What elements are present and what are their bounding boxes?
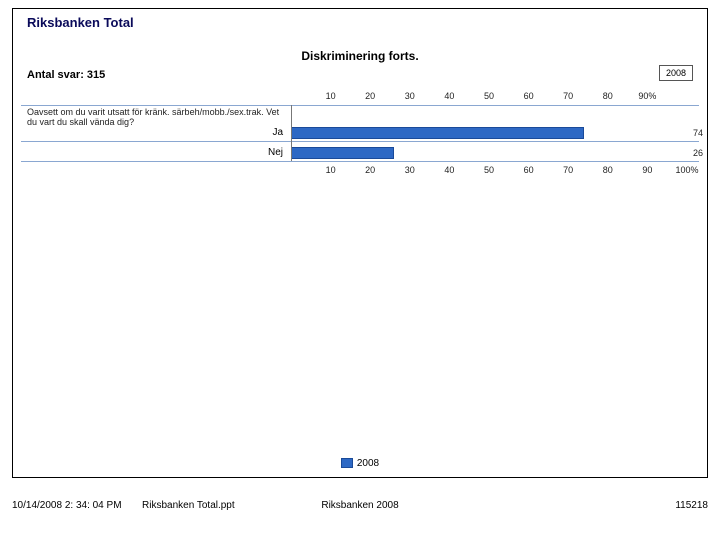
- bar-track-nej: [291, 147, 687, 159]
- axis-tick: 80: [603, 165, 613, 175]
- axis-tick: 10: [326, 91, 336, 101]
- axis-tick: 40: [444, 165, 454, 175]
- axis-tick: 20: [365, 91, 375, 101]
- axis-tick: 100%: [675, 165, 698, 175]
- axis-tick: 40: [444, 91, 454, 101]
- footer-page: 115218: [675, 500, 708, 511]
- legend-swatch: [341, 458, 353, 468]
- category-label-nej: Nej: [21, 147, 283, 158]
- axis-bottom: 102030405060708090100%: [291, 165, 687, 177]
- category-label-ja: Ja: [21, 127, 283, 138]
- question-text: Oavsett om du varit utsatt för kränk. sä…: [27, 107, 287, 128]
- axis-tick: 70: [563, 91, 573, 101]
- chart-title: Diskriminering forts.: [13, 49, 707, 63]
- footer: 10/14/2008 2: 34: 04 PM Riksbanken Total…: [12, 500, 708, 520]
- axis-tick: 30: [405, 91, 415, 101]
- bar-value-ja: 74: [693, 128, 703, 138]
- row-line: [21, 161, 699, 162]
- response-count: Antal svar: 315: [27, 69, 105, 81]
- report-title: Riksbanken Total: [27, 15, 134, 30]
- legend: 2008: [13, 458, 707, 469]
- bar-track-ja: [291, 127, 687, 139]
- report-frame: Riksbanken Total Diskriminering forts. A…: [12, 8, 708, 478]
- bar-value-nej: 26: [693, 148, 703, 158]
- axis-tick: 50: [484, 91, 494, 101]
- bar-ja: [291, 127, 584, 139]
- axis-tick: 20: [365, 165, 375, 175]
- row-line: [21, 105, 699, 106]
- axis-baseline: [291, 105, 292, 161]
- bar-nej: [291, 147, 394, 159]
- axis-tick: 70: [563, 165, 573, 175]
- axis-tick: 60: [524, 91, 534, 101]
- axis-top: 10 20 30 40 50 60 70 80 90%: [291, 91, 687, 103]
- legend-label: 2008: [357, 458, 379, 469]
- axis-tick: 30: [405, 165, 415, 175]
- footer-center: Riksbanken 2008: [12, 500, 708, 511]
- axis-tick: 10: [326, 165, 336, 175]
- axis-tick: 90: [642, 165, 652, 175]
- axis-tick: 50: [484, 165, 494, 175]
- axis-tick: 90%: [638, 91, 656, 101]
- row-line: [21, 141, 699, 142]
- axis-tick: 60: [524, 165, 534, 175]
- axis-tick: 80: [603, 91, 613, 101]
- year-box: 2008: [659, 65, 693, 81]
